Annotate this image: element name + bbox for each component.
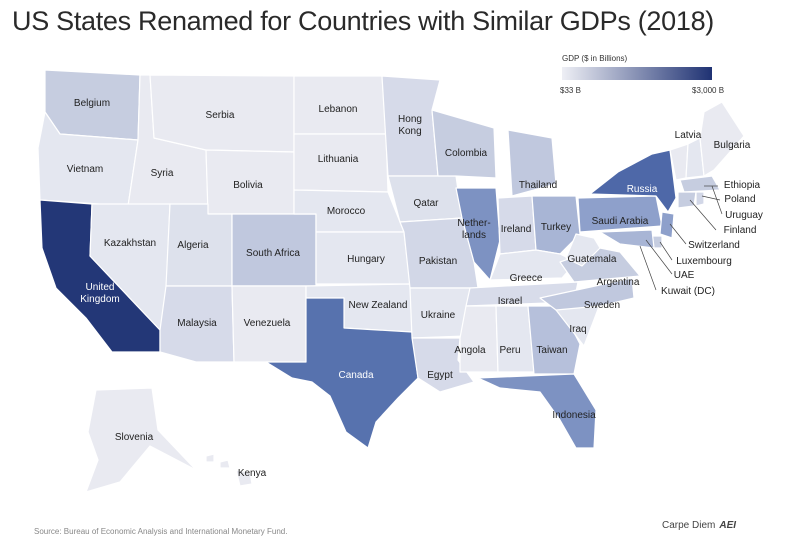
label-south-carolina: Iraq [569,324,586,335]
state-wisconsin[interactable] [431,109,497,179]
label-california-line2: Kingdom [80,294,119,305]
source-note: Source: Bureau of Economic Analysis and … [34,527,288,536]
state-connecticut[interactable] [677,191,697,209]
label-massachusetts: Uruguay [725,210,763,221]
label-hawaii: Kenya [238,468,267,479]
label-delaware: Luxembourg [676,256,732,267]
label-colorado: South Africa [246,248,300,259]
label-west-virginia: Guatemala [568,254,617,265]
label-connecticut: Finland [724,225,757,236]
legend-max-label: $3,000 B [692,86,725,95]
label-new-mexico: Venezuela [244,318,291,329]
state-new-jersey[interactable] [659,211,675,239]
label-maine: Bulgaria [714,140,751,151]
label-texas: Canada [338,370,373,381]
map-title: US States Renamed for Countries with Sim… [12,6,714,36]
label-florida: Indonesia [552,410,596,421]
label-michigan: Thailand [519,180,557,191]
label-idaho: Syria [151,168,174,179]
label-south-dakota: Lithuania [318,154,359,165]
label-minnesota-line1: Hong [398,114,422,125]
label-utah: Algeria [177,240,209,251]
label-vermont: Latvia [675,130,702,141]
label-nebraska: Morocco [327,206,366,217]
label-new-jersey: Switzerland [688,240,740,251]
label-arizona: Malaysia [177,318,217,329]
label-missouri: Pakistan [419,256,457,267]
credit: Carpe Diem AEI [662,520,736,531]
label-oklahoma: New Zealand [349,300,408,311]
aei-logo: AEI [719,520,737,531]
label-minnesota-line2: Kong [398,126,421,137]
credit-name: Carpe Diem [662,520,716,531]
state-michigan[interactable] [507,129,557,197]
state-new-york[interactable] [589,149,677,213]
label-montana: Serbia [206,110,235,121]
label-mississippi: Angola [454,345,486,356]
label-new-york: Russia [627,184,658,195]
state-hawaii[interactable] [205,453,253,487]
label-rhode-island: Poland [724,194,755,205]
state-alaska[interactable] [85,387,197,493]
state-ohio[interactable] [531,195,581,255]
legend-title: GDP ($ in Billions) [562,54,628,63]
state-maryland[interactable] [599,229,655,249]
label-nevada: Kazakhstan [104,238,156,249]
label-kansas: Hungary [347,254,385,265]
label-ohio: Turkey [541,222,571,233]
label-pennsylvania: Saudi Arabia [592,216,649,227]
label-illinois-line2: lands [462,230,486,241]
state-florida[interactable] [477,373,597,449]
label-north-carolina: Sweden [584,300,620,311]
label-arkansas: Ukraine [421,310,456,321]
label-iowa: Qatar [413,198,439,209]
label-maryland: UAE [674,270,695,281]
label-oregon: Vietnam [67,164,104,175]
label-indiana: Ireland [501,224,532,235]
state-massachusetts[interactable] [679,175,721,193]
label-virginia: Argentina [597,277,640,288]
label-kentucky: Greece [510,273,543,284]
state-rhode-island[interactable] [695,191,705,207]
state-kentucky[interactable] [489,249,577,281]
label-new-hampshire: Ethiopia [724,180,761,191]
legend-color-scale [562,67,712,80]
gdp-legend: GDP ($ in Billions) $33 B $3,000 B [556,54,726,99]
label-louisiana: Egypt [427,370,453,381]
state-texas[interactable] [265,297,419,449]
state-maine[interactable] [699,101,745,177]
label-georgia: Taiwan [536,345,567,356]
label-alaska: Slovenia [115,432,154,443]
label-wyoming: Bolivia [233,180,263,191]
label-wisconsin: Colombia [445,148,488,159]
label-alabama: Peru [499,345,520,356]
legend-min-label: $33 B [560,86,581,95]
label-washington: Belgium [74,98,110,109]
label-illinois-line1: Nether- [457,218,490,229]
label-california-line1: United [86,282,115,293]
state-north-carolina[interactable] [539,277,635,311]
label-north-dakota: Lebanon [319,104,358,115]
label-dc: Kuwait (DC) [661,286,715,297]
state-mississippi[interactable] [459,305,499,373]
state-west-virginia[interactable] [565,233,601,267]
label-tennessee: Israel [498,296,522,307]
